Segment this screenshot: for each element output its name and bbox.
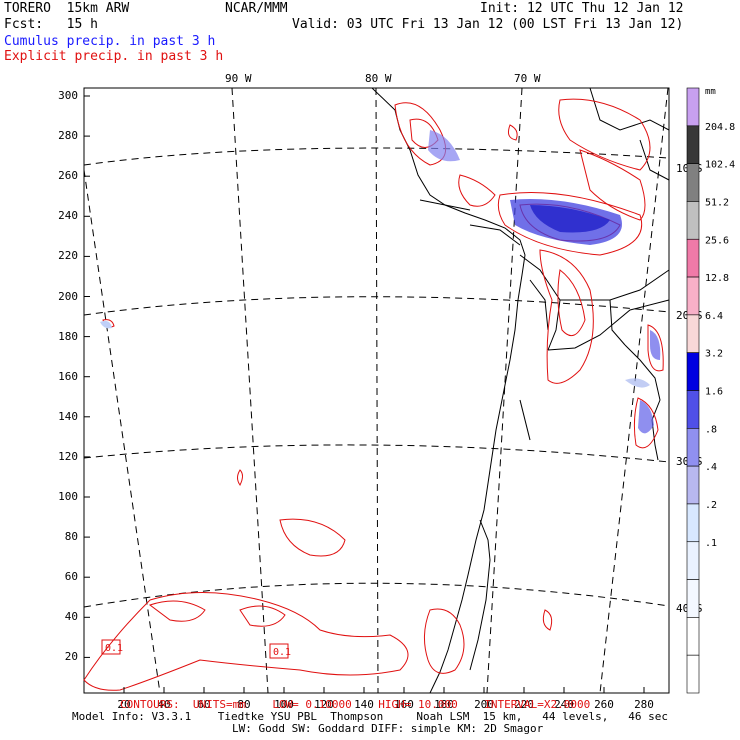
lon-line-90w xyxy=(231,87,269,694)
x-tick-260: 260 xyxy=(594,698,614,711)
x-tick-200: 200 xyxy=(474,698,494,711)
explicit-legend: Explicit precip. in past 3 h xyxy=(4,49,224,64)
colorbar-label: .1 xyxy=(705,538,717,549)
lat-line-40s xyxy=(83,582,670,608)
center-label: NCAR/MMM xyxy=(225,1,288,16)
x-tick-220: 220 xyxy=(514,698,534,711)
colorbar-label: 102.4 xyxy=(705,160,735,171)
cumulus-legend: Cumulus precip. in past 3 h xyxy=(4,34,216,49)
x-tick-40: 40 xyxy=(157,698,170,711)
cumulus-precip-shading xyxy=(100,130,661,434)
x-tick-80: 80 xyxy=(237,698,250,711)
y-tick-40: 40 xyxy=(65,610,78,623)
coastline xyxy=(371,87,670,694)
y-tick-260: 260 xyxy=(58,169,78,182)
y-tick-20: 20 xyxy=(65,650,78,663)
colorbar-cell xyxy=(686,579,700,618)
y-tick-80: 80 xyxy=(65,530,78,543)
model-info-line1: Model Info: V3.3.1 Tiedtke YSU PBL Thomp… xyxy=(72,710,669,723)
model-info-line2: LW: Godd SW: Goddard DIFF: simple KM: 2D… xyxy=(232,722,544,735)
x-tick-180: 180 xyxy=(434,698,454,711)
colorbar-label: 3.2 xyxy=(705,349,723,360)
init-time: Init: 12 UTC Thu 12 Jan 12 xyxy=(480,1,684,16)
lon-label-70w: 70 W xyxy=(514,72,541,85)
x-tick-240: 240 xyxy=(554,698,574,711)
colorbar-cell xyxy=(686,238,700,278)
y-tick-200: 200 xyxy=(58,290,78,303)
colorbar-unit: mm xyxy=(705,87,716,97)
x-tick-100: 100 xyxy=(274,698,294,711)
y-tick-140: 140 xyxy=(58,410,78,423)
lat-line-30s xyxy=(83,444,670,463)
colorbar-cell xyxy=(686,87,700,127)
colorbar-label: 25.6 xyxy=(705,235,729,246)
x-tick-140: 140 xyxy=(354,698,374,711)
y-tick-280: 280 xyxy=(58,129,78,142)
colorbar-cell xyxy=(686,201,700,240)
colorbar-cell xyxy=(686,428,700,467)
colorbar-label: .4 xyxy=(705,462,717,473)
colorbar-label: 204.8 xyxy=(705,122,735,133)
x-tick-280: 280 xyxy=(634,698,654,711)
y-axis: 300 280 260 240 220 200 180 160 140 120 … xyxy=(58,89,90,663)
colorbar-label: 6.4 xyxy=(705,311,723,322)
lon-line-70w xyxy=(486,87,523,694)
contour-label-2: 0.1 xyxy=(273,647,291,658)
colorbar-cell xyxy=(686,352,700,391)
colorbar-label: 1.6 xyxy=(705,387,723,398)
y-tick-60: 60 xyxy=(65,570,78,583)
y-tick-300: 300 xyxy=(58,89,78,102)
explicit-precip-contours xyxy=(83,98,664,691)
colorbar-label: 51.2 xyxy=(705,197,729,208)
x-axis: 20 40 60 80 100 120 140 160 180 200 220 … xyxy=(117,687,654,711)
y-tick-240: 240 xyxy=(58,209,78,222)
x-tick-60: 60 xyxy=(197,698,210,711)
y-tick-220: 220 xyxy=(58,249,78,262)
contours-info: CONTOURS: UNITS=mm LOW= 0.10000 HIGH= 10… xyxy=(120,698,591,711)
colorbar-cell xyxy=(686,125,700,164)
colorbar-label: .8 xyxy=(705,424,717,435)
contour-label-box-1 xyxy=(101,639,121,655)
forecast-hour: Fcst: 15 h xyxy=(4,17,98,32)
contour-label-1: 0.1 xyxy=(105,643,123,654)
y-tick-100: 100 xyxy=(58,490,78,503)
latlon-grid xyxy=(83,87,670,694)
colorbar-cell xyxy=(686,654,700,694)
colorbar: mm 204.8 102.4 51.2 25.6 12.8 6.4 3.2 1.6 .8 .4 .2… xyxy=(686,87,735,694)
y-tick-180: 180 xyxy=(58,330,78,343)
colorbar-cell xyxy=(686,541,700,580)
colorbar-cell xyxy=(686,465,700,505)
colorbar-cell xyxy=(686,163,700,202)
colorbar-label: .2 xyxy=(705,500,717,511)
lat-line-20s xyxy=(83,296,670,316)
colorbar-cell xyxy=(686,276,700,316)
lon-label-90w: 90 W xyxy=(225,72,252,85)
valid-time: Valid: 03 UTC Fri 13 Jan 12 (00 LST Fri … xyxy=(292,17,684,32)
x-tick-20: 20 xyxy=(117,698,130,711)
lon-line-100w xyxy=(83,169,161,694)
colorbar-cell xyxy=(686,314,700,353)
x-tick-120: 120 xyxy=(314,698,334,711)
lon-line-60w xyxy=(599,87,669,694)
lon-label-80w: 80 W xyxy=(365,72,392,85)
colorbar-cell xyxy=(686,503,700,543)
colorbar-label: 12.8 xyxy=(705,273,729,284)
colorbar-cell xyxy=(686,617,700,656)
lon-line-80w xyxy=(375,87,379,694)
x-tick-160: 160 xyxy=(394,698,414,711)
colorbar-cell xyxy=(686,390,700,429)
y-tick-160: 160 xyxy=(58,370,78,383)
contour-label-box-2 xyxy=(269,643,289,659)
lat-line-10s xyxy=(83,147,670,166)
y-tick-120: 120 xyxy=(58,450,78,463)
model-title: TORERO 15km ARW xyxy=(4,1,130,16)
